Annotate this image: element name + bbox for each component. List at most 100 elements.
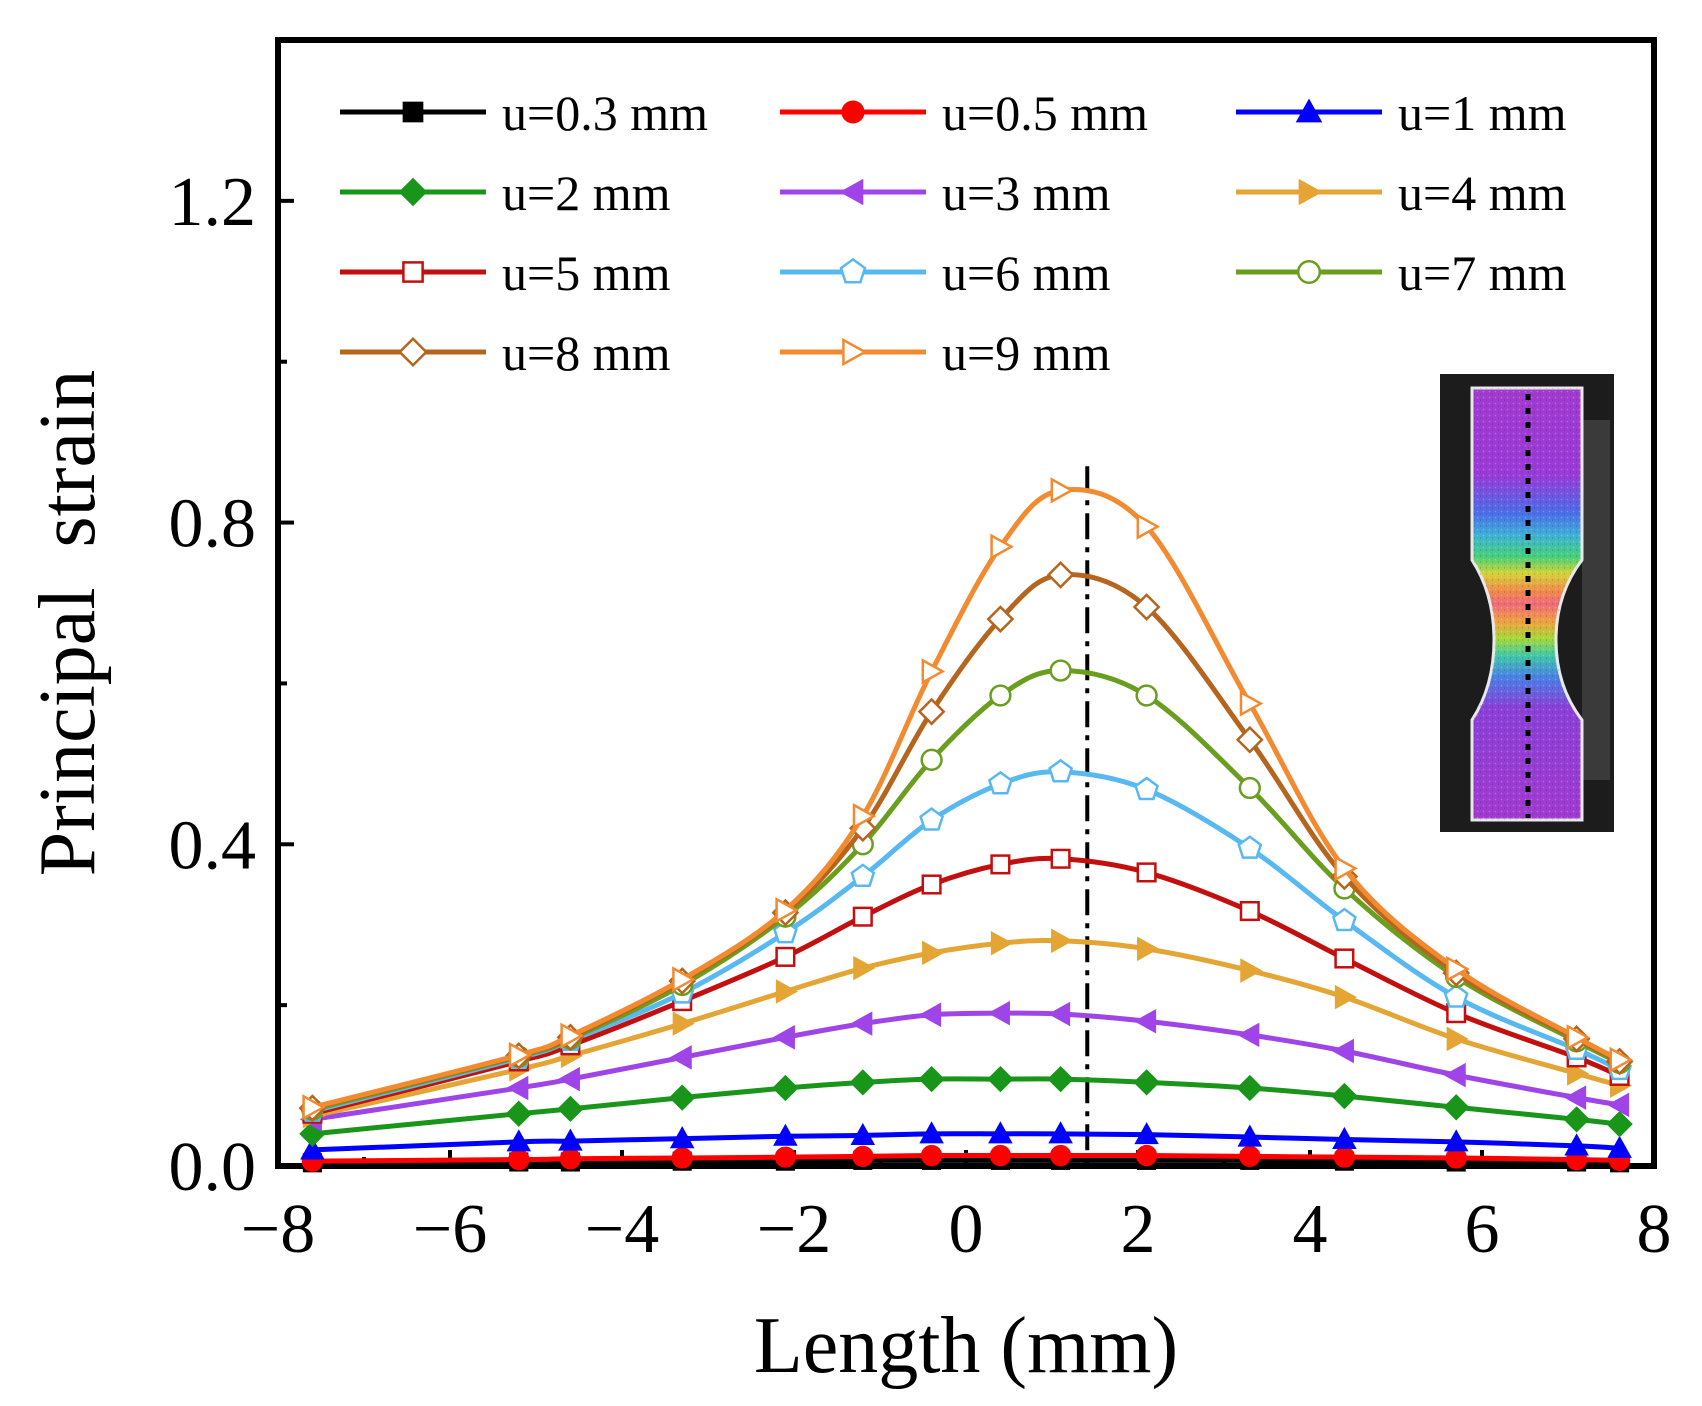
data-point [1134,776,1160,801]
legend-label: u=3 mm [942,165,1111,221]
data-point [989,684,1012,707]
data-point [1332,1126,1357,1150]
y-tick-label: 0.0 [169,1129,257,1206]
data-point [1047,1065,1074,1093]
data-point [1334,855,1358,882]
x-tick-label: 2 [1121,1191,1156,1268]
data-point [1136,862,1157,883]
series-u3mm [299,1000,1630,1132]
data-point [505,1100,532,1127]
y-tick-label: 0.4 [169,807,257,884]
series-line [311,668,1621,1113]
data-point [852,906,873,927]
legend-label: u=5 mm [502,245,671,301]
data-point [1134,1008,1157,1034]
legend-item: u=9 mm [780,325,1111,381]
data-point [506,1129,532,1152]
legend-marker [398,337,428,367]
data-point [988,1121,1013,1144]
data-point [917,697,946,726]
legend-marker [402,261,424,283]
series-u1mm [300,1121,1632,1160]
data-point [669,1084,696,1111]
data-point [1446,1026,1469,1052]
data-point [990,854,1011,875]
legend-marker [1295,98,1323,123]
data-point [775,979,798,1004]
legend-item: u=3 mm [780,165,1111,221]
data-point [987,1000,1010,1026]
data-point [920,1144,943,1167]
legend-marker [398,177,428,207]
data-point [558,1128,583,1151]
legend-item: u=6 mm [780,245,1111,301]
data-point [1049,1144,1072,1167]
data-point [989,1144,1012,1167]
data-point [1048,758,1074,783]
data-point [560,1022,584,1049]
data-point [849,1069,876,1096]
data-point [1238,776,1261,800]
legend-label: u=0.5 mm [942,85,1148,141]
legend-marker [402,101,424,123]
y-axis-title: Principal strain [24,370,112,877]
legend-label: u=4 mm [1398,165,1567,221]
data-point [1137,936,1160,962]
data-point [1564,1085,1587,1110]
legend-item: u=4 mm [1236,165,1567,221]
legend: u=0.3 mm u=0.5 mm u=1 mm u=2 mm u=3 mm u=4 mm… [340,85,1567,381]
data-point [1135,684,1158,707]
data-point [1237,835,1263,859]
data-point [1564,1133,1589,1156]
inset-grip-right [1582,420,1610,780]
data-point [672,966,696,993]
data-point [775,946,796,967]
data-point [1135,1144,1158,1167]
x-tick-label: 8 [1637,1191,1672,1268]
data-point [774,1146,797,1168]
legend-label: u=7 mm [1398,245,1567,301]
data-point [921,874,942,895]
data-point [850,1011,873,1036]
data-point [1331,907,1357,932]
data-point [772,1025,795,1050]
data-point [557,1095,584,1123]
legend-marker [1298,178,1323,206]
data-point [853,955,876,981]
legend-label: u=9 mm [942,325,1111,381]
series-u5mm [302,848,1630,1124]
data-point [1132,593,1161,621]
data-point [990,533,1014,560]
data-point [1240,958,1263,983]
series-line [311,855,1621,1117]
y-tick-label: 1.2 [169,164,257,241]
legend-label: u=0.3 mm [502,85,708,141]
data-point [1334,948,1355,969]
legend-item: u=0.5 mm [780,85,1148,141]
legend-item: u=5 mm [340,245,671,301]
data-point [1051,928,1074,954]
data-point [852,1145,874,1167]
data-point [1046,560,1075,589]
data-point [1239,1145,1261,1167]
data-point [669,1126,695,1149]
data-point [919,807,945,831]
data-point [1567,1061,1590,1086]
data-point [1049,659,1072,682]
data-point [1048,1121,1073,1144]
legend-item: u=1 mm [1236,85,1567,141]
data-point [775,897,799,924]
data-point [987,1065,1014,1093]
data-point [919,1002,942,1028]
x-axis-title: Length (mm) [754,1302,1178,1390]
data-point [990,930,1013,956]
legend-label: u=1 mm [1398,85,1567,141]
legend-item: u=2 mm [340,165,671,221]
data-point [1050,477,1075,504]
data-point [922,940,945,966]
data-point [1050,848,1071,869]
series-u2mm [299,1065,1633,1147]
data-point [300,1137,325,1160]
legend-item: u=0.3 mm [340,85,708,141]
